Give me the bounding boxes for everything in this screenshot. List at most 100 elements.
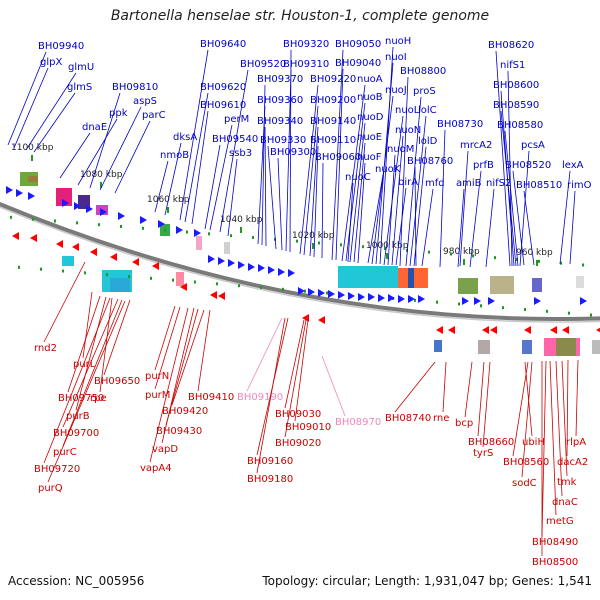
gene-label-top[interactable]: dnaE — [82, 122, 107, 133]
gene-label-bottom[interactable]: BH08490 — [532, 537, 578, 548]
gene-label-bottom[interactable]: metG — [546, 516, 574, 527]
gene-label-top[interactable]: BH09640 — [200, 39, 246, 50]
gene-label-top[interactable]: BH09320 — [283, 39, 329, 50]
gene-label-top[interactable]: mfd — [425, 178, 445, 189]
gene-label-bottom[interactable]: BH09010 — [285, 422, 331, 433]
gene-label-top[interactable]: ssb3 — [229, 148, 252, 159]
gene-label-top[interactable]: lolD — [418, 136, 438, 147]
gene-label-top[interactable]: nuoI — [385, 52, 407, 63]
gene-label-top[interactable]: nuoB — [357, 92, 383, 103]
gene-label-top[interactable]: BH08580 — [497, 120, 543, 131]
gene-label-top[interactable]: nuoF — [357, 152, 382, 163]
gene-label-top[interactable]: pcsA — [521, 140, 545, 151]
gene-label-bottom[interactable]: BH08740 — [385, 413, 431, 424]
gene-label-top[interactable]: BH08590 — [493, 100, 539, 111]
gene-label-top[interactable]: glmU — [68, 62, 94, 73]
gene-label-bottom[interactable]: BH09430 — [156, 426, 202, 437]
gene-label-top[interactable]: lexA — [562, 160, 584, 171]
gene-label-top[interactable]: nuoC — [345, 172, 371, 183]
gene-label-bottom[interactable]: BH09180 — [247, 474, 293, 485]
gene-label-top[interactable]: prfB — [473, 160, 494, 171]
gene-label-bottom[interactable]: ubiH — [522, 437, 545, 448]
gene-label-top[interactable]: BH09330 — [260, 135, 306, 146]
gene-label-bottom[interactable]: purN — [145, 371, 169, 382]
gene-label-top[interactable]: nuoN — [395, 125, 421, 136]
gene-label-bottom[interactable]: purL — [73, 359, 96, 370]
gene-label-top[interactable]: nmoB — [160, 150, 189, 161]
gene-label-top[interactable]: nuoL — [395, 105, 420, 116]
gene-label-top[interactable]: nuoK — [375, 164, 401, 175]
gene-label-top[interactable]: mrcA2 — [460, 140, 492, 151]
gene-label-top[interactable]: BH09940 — [38, 41, 84, 52]
gene-label-bottom[interactable]: BH08970 — [335, 417, 381, 428]
gene-label-top[interactable]: nifS1 — [500, 60, 525, 71]
gene-label-top[interactable]: BH09620 — [200, 82, 246, 93]
gene-label-bottom[interactable]: rlpA — [566, 437, 586, 448]
gene-label-bottom[interactable]: BH09420 — [162, 406, 208, 417]
gene-label-top[interactable]: rimO — [567, 180, 592, 191]
gene-label-top[interactable]: nuoE — [357, 132, 382, 143]
gene-label-top[interactable]: glmS — [67, 82, 92, 93]
gene-label-top[interactable]: BH09300 — [270, 147, 316, 158]
gene-label-top[interactable]: BH09520 — [240, 59, 286, 70]
gene-label-top[interactable]: BH09220 — [310, 74, 356, 85]
gene-label-top[interactable]: BH08600 — [493, 80, 539, 91]
gene-label-top[interactable]: BH09140 — [310, 116, 356, 127]
gene-label-bottom[interactable]: BH08500 — [532, 557, 578, 568]
gene-label-top[interactable]: BH09340 — [257, 116, 303, 127]
gene-label-bottom[interactable]: bcp — [455, 418, 473, 429]
gene-label-top[interactable]: ppk — [109, 108, 128, 119]
gene-label-top[interactable]: BH09110 — [310, 135, 356, 146]
gene-label-top[interactable]: BH08510 — [516, 180, 562, 191]
gene-label-top[interactable]: dksA — [173, 132, 197, 143]
gene-label-top[interactable]: amiB — [456, 178, 482, 189]
gene-label-bottom[interactable]: BH09160 — [247, 456, 293, 467]
gene-label-top[interactable]: BH09060 — [315, 152, 361, 163]
gene-label-top[interactable]: birA — [398, 177, 418, 188]
gene-label-top[interactable]: nuoH — [385, 36, 411, 47]
gene-label-top[interactable]: BH09050 — [335, 39, 381, 50]
gene-label-bottom[interactable]: BH09700 — [53, 428, 99, 439]
gene-label-top[interactable]: BH08800 — [400, 66, 446, 77]
gene-label-bottom[interactable]: BH09750 — [58, 393, 104, 404]
gene-label-bottom[interactable]: dnaC — [552, 497, 578, 508]
gene-label-bottom[interactable]: BH09190 — [237, 392, 283, 403]
gene-label-top[interactable]: lolC — [418, 105, 437, 116]
gene-label-bottom[interactable]: purB — [66, 411, 90, 422]
gene-label-top[interactable]: proS — [413, 86, 436, 97]
gene-label-top[interactable]: aspS — [133, 96, 157, 107]
gene-label-bottom[interactable]: tmk — [557, 477, 577, 488]
gene-label-top[interactable]: BH09040 — [335, 58, 381, 69]
gene-label-bottom[interactable]: BH08660 — [468, 437, 514, 448]
gene-label-bottom[interactable]: BH09030 — [275, 409, 321, 420]
gene-label-bottom[interactable]: rnd2 — [34, 343, 57, 354]
gene-label-top[interactable]: BH09610 — [200, 100, 246, 111]
gene-label-bottom[interactable]: rne — [433, 413, 449, 424]
gene-label-top[interactable]: nuoD — [357, 112, 384, 123]
gene-label-top[interactable]: BH09310 — [283, 59, 329, 70]
gene-label-bottom[interactable]: BH08560 — [503, 457, 549, 468]
gene-label-bottom[interactable]: dacA2 — [557, 457, 588, 468]
gene-label-top[interactable]: parC — [142, 110, 166, 121]
gene-label-top[interactable]: nuoA — [357, 74, 383, 85]
gene-label-top[interactable]: BH09370 — [257, 74, 303, 85]
gene-label-bottom[interactable]: BH09020 — [275, 438, 321, 449]
gene-label-bottom[interactable]: tyrS — [473, 448, 493, 459]
gene-label-top[interactable]: BH08620 — [488, 40, 534, 51]
gene-label-top[interactable]: BH08520 — [505, 160, 551, 171]
gene-label-top[interactable]: BH08760 — [407, 156, 453, 167]
gene-label-top[interactable]: nuoM — [387, 144, 414, 155]
gene-label-bottom[interactable]: purC — [53, 447, 77, 458]
gene-label-bottom[interactable]: BH09650 — [94, 376, 140, 387]
gene-label-top[interactable]: perM — [224, 114, 249, 125]
gene-label-bottom[interactable]: vapD — [152, 444, 178, 455]
gene-label-bottom[interactable]: BH09410 — [188, 392, 234, 403]
gene-label-bottom[interactable]: vapA4 — [140, 463, 172, 474]
gene-label-top[interactable]: nifS2 — [486, 178, 511, 189]
gene-label-bottom[interactable]: sodC — [512, 478, 537, 489]
gene-label-bottom[interactable]: rpe — [90, 393, 107, 404]
gene-label-top[interactable]: BH09360 — [257, 95, 303, 106]
gene-label-bottom[interactable]: purQ — [38, 483, 63, 494]
gene-label-top[interactable]: BH09540 — [212, 134, 258, 145]
gene-label-top[interactable]: BH08730 — [437, 119, 483, 130]
